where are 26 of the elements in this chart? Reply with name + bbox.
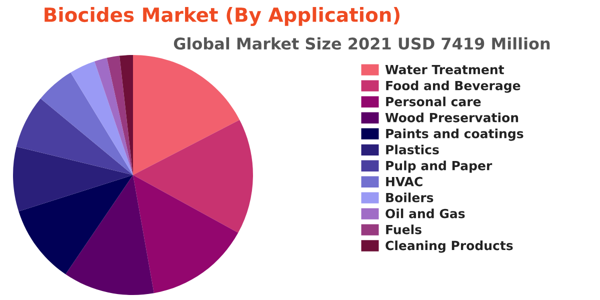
- chart-subtitle: Global Market Size 2021 USD 7419 Million: [174, 37, 550, 50]
- pie-slice: [16, 98, 133, 175]
- pie-slice: [94, 58, 133, 175]
- legend-label: Oil and Gas: [386, 208, 465, 218]
- chart-title: Biocides Market (By Application): [44, 7, 400, 26]
- pie-slice: [133, 55, 240, 175]
- legend-label: Paints and coatings: [386, 128, 524, 141]
- pie-slice: [18, 175, 133, 274]
- legend-label: Food and Beverage: [386, 80, 520, 93]
- legend-label: Plastics: [386, 144, 439, 154]
- legend-label: Pulp and Paper: [386, 160, 492, 173]
- pie-slice: [13, 146, 133, 212]
- legend-label: Personal care: [386, 96, 481, 106]
- legend-label: Fuels: [386, 224, 422, 234]
- legend-label: HVAC: [386, 176, 422, 186]
- pie-slice: [119, 55, 133, 175]
- pie-slice: [40, 72, 133, 175]
- legend-label: Boilers: [386, 192, 434, 202]
- legend-label: Wood Preservation: [385, 112, 518, 122]
- legend-label: Water Treatment: [385, 65, 504, 74]
- pie-slice: [133, 120, 253, 233]
- pie-slice: [70, 61, 133, 175]
- pie-slice: [133, 175, 238, 294]
- pie-slice: [106, 56, 133, 175]
- pie-slice: [66, 175, 154, 295]
- legend-label: Cleaning Products: [386, 240, 513, 253]
